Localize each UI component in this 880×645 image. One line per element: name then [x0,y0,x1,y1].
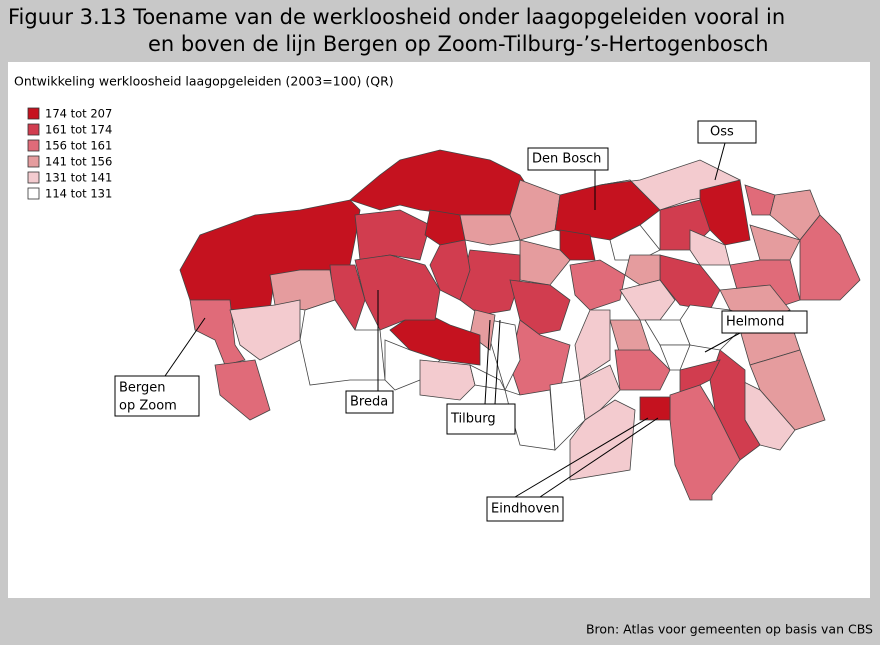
municipality [574,309,611,381]
municipality [619,279,676,321]
callout-box [697,120,757,144]
pointer [514,417,649,498]
municipality [419,359,476,401]
pointer [704,332,741,353]
subtitle: Ontwikkeling werkloosheid laagopgeleiden… [14,74,394,89]
callout-box [345,390,394,414]
legend-label: 114 tot 131 [45,187,112,201]
place-label: Helmond [726,315,785,330]
pointer [539,417,659,498]
pointer [164,317,206,377]
callout-box [486,496,564,522]
legend-label: 141 tot 156 [45,155,112,169]
title: Figuur 3.13 Toename van de werkloosheid … [8,5,785,29]
map [179,149,861,501]
municipality [354,254,441,331]
municipality [569,399,636,481]
legend-swatch [27,123,40,136]
legend-swatch [27,171,40,184]
municipality [749,349,826,431]
title: en boven de lijn Bergen op Zoom-Tilburg-… [148,32,769,56]
source: Bron: Atlas voor gemeenten op basis van … [586,622,873,637]
place-label: Bergen [119,381,166,396]
pointer [494,319,501,405]
municipality [214,359,271,421]
municipality [569,259,626,311]
place-label: op Zoom [119,399,177,414]
callout-box [721,310,808,334]
place-label: Oss [710,125,734,140]
municipality [709,349,761,461]
municipality [559,229,596,261]
place-label: Den Bosch [532,152,601,167]
place-label: Breda [350,395,388,410]
legend-label: 131 tot 141 [45,171,112,185]
legend-swatch [27,155,40,168]
legend-swatch [27,139,40,152]
municipality [679,359,721,396]
municipality [614,349,671,391]
legend-label: 161 tot 174 [45,123,112,137]
pointer [484,319,491,405]
municipality [669,384,741,501]
municipality [659,344,691,371]
municipality [579,364,621,421]
callout-box [527,147,609,171]
municipality [459,214,521,246]
legend: 174 tot 207 161 tot 174 156 tot 161 141 tot… [27,107,112,201]
callout-box [446,403,516,435]
municipality [639,396,671,421]
municipality [429,239,471,301]
legend-label: 156 tot 161 [45,139,112,153]
callouts: Den Bosch Oss Helmond Bergen op Zoom Bre… [114,120,808,522]
legend-label: 174 tot 207 [45,107,112,121]
callout-box [114,375,200,417]
municipality [509,179,561,241]
legend-swatch [27,187,40,200]
place-label: Eindhoven [491,502,559,517]
place-label: Tilburg [450,412,496,427]
legend-swatch [27,107,40,120]
municipality [689,229,731,266]
pointer [714,142,726,181]
